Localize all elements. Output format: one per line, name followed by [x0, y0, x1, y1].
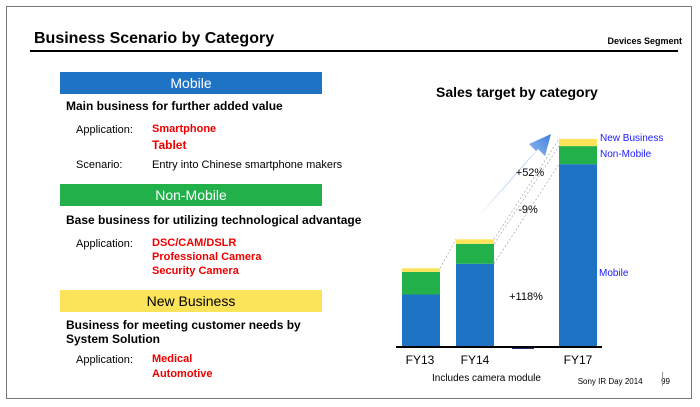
- mobile-heading: Main business for further added value: [66, 99, 283, 113]
- new-business-application-label: Application:: [76, 354, 133, 366]
- mobile-app-tablet: Tablet: [152, 138, 187, 152]
- footer-source-text: Sony IR Day 2014: [577, 377, 643, 386]
- bar-mobile-fy14: [456, 263, 494, 347]
- new-business-banner: New Business: [60, 290, 322, 312]
- growth-annotation: +118%: [509, 291, 543, 303]
- legend-mobile: Mobile: [599, 268, 629, 279]
- mobile-banner: Mobile: [60, 72, 322, 94]
- legend-new-business: New Business: [600, 133, 663, 144]
- bar-mobile-fy13: [402, 294, 440, 347]
- connector-line: [493, 145, 560, 244]
- non-mobile-application-label: Application:: [76, 238, 133, 250]
- mobile-scenario-label: Scenario:: [76, 159, 123, 171]
- new-business-app-medical: Medical: [152, 353, 193, 365]
- chart-title: Sales target by category: [436, 84, 598, 100]
- footer-source: Sony IR Day 2014 99: [578, 377, 670, 386]
- non-mobile-app-professional-camera: Professional Camera: [152, 251, 262, 263]
- new-business-app-automotive: Automotive: [152, 368, 213, 380]
- non-mobile-banner: Non-Mobile: [60, 184, 322, 206]
- legend-non-mobile: Non-Mobile: [600, 149, 652, 160]
- mobile-scenario-text: Entry into Chinese smartphone makers: [152, 159, 343, 171]
- bar-non-mobile-fy14: [456, 243, 494, 264]
- connector-line: [493, 138, 560, 240]
- bar-new-business-fy17: [559, 138, 597, 147]
- title-divider: [30, 50, 678, 52]
- mobile-application-label: Application:: [76, 124, 133, 136]
- new-business-heading-line2: System Solution: [66, 332, 161, 346]
- non-mobile-app-security-camera: Security Camera: [152, 265, 239, 277]
- new-business-heading-line1: Business for meeting customer needs by: [66, 318, 301, 332]
- footer-page-number: 99: [661, 377, 670, 386]
- bar-new-business-fy14: [456, 239, 494, 244]
- connector-line: [439, 239, 457, 269]
- non-mobile-heading: Base business for utilizing technologica…: [66, 213, 362, 227]
- tick-label-fy14: FY14: [461, 353, 490, 367]
- growth-annotation: +52%: [516, 167, 545, 179]
- footer-divider: [662, 372, 663, 386]
- tick-label-fy17: FY17: [564, 353, 593, 367]
- bar-new-business-fy13: [402, 268, 440, 272]
- tick-label-fy13: FY13: [406, 353, 435, 367]
- growth-annotation: -9%: [518, 204, 538, 216]
- growth-arrow-icon: [470, 134, 551, 226]
- page-title: Business Scenario by Category: [34, 30, 275, 47]
- bar-non-mobile-fy13: [402, 271, 440, 295]
- chart-note: Includes camera module: [432, 373, 541, 384]
- bar-mobile-fy17: [559, 164, 597, 347]
- segment-label: Devices Segment: [607, 36, 682, 46]
- slide-frame: [6, 6, 692, 399]
- non-mobile-app-dsc: DSC/CAM/DSLR: [152, 237, 237, 249]
- bar-non-mobile-fy17: [559, 146, 597, 165]
- mobile-app-smartphone: Smartphone: [152, 123, 217, 135]
